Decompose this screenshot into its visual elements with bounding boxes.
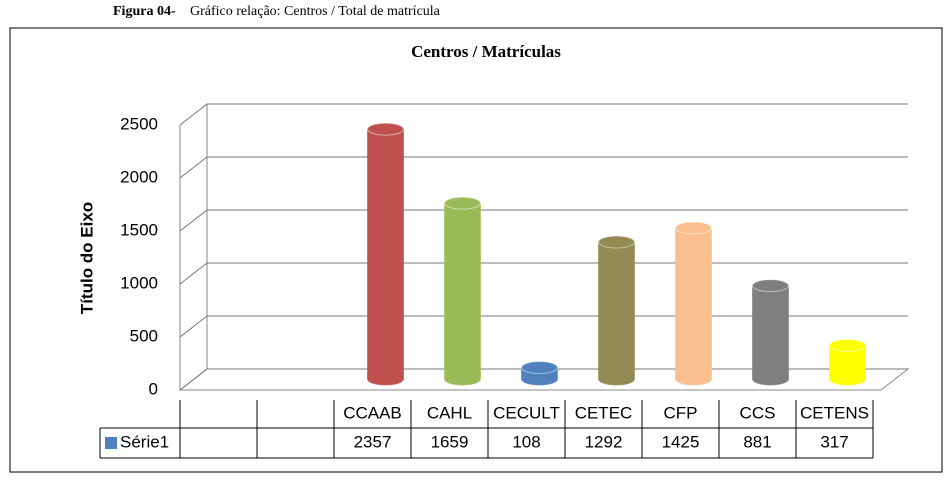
bar [444,196,481,386]
grid-line [179,103,908,126]
table-value: 1425 [662,432,700,451]
x-tick-label: CETEC [575,403,633,422]
bar-top [367,122,404,136]
bar-body [675,227,712,386]
grid-line [179,209,908,232]
bar [752,279,789,386]
table-value: 317 [820,432,848,451]
x-tick-label: CCAAB [343,403,402,422]
grid-line [179,262,908,285]
bar-top [521,361,558,375]
table-value: 1292 [585,432,623,451]
bar-body [752,285,789,386]
y-tick-label: 500 [130,326,158,345]
legend-key [105,437,117,449]
y-tick-label: 1500 [120,220,158,239]
table-value: 881 [743,432,771,451]
bar [521,361,558,386]
caption-label: Figura 04- [113,4,176,19]
bar-top [829,338,866,352]
x-tick-label: CCS [740,403,776,422]
bar [598,235,635,386]
bar-top [675,221,712,235]
bar [675,221,712,386]
y-tick-label: 1000 [120,273,158,292]
bar-top [598,235,635,249]
bar-body [444,202,481,386]
x-tick-label: CETENS [800,403,869,422]
y-axis-label: Título do Eixo [77,202,96,314]
bar [829,338,866,386]
x-tick-label: CFP [664,403,698,422]
caption: Gráfico relação: Centros / Total de matr… [190,4,441,19]
grid-line [179,368,908,391]
bar [367,122,404,386]
legend-label: Série1 [120,432,169,451]
table-value: 108 [512,432,540,451]
bar-body [367,128,404,386]
y-tick-label: 2000 [120,167,158,186]
table-value: 2357 [354,432,392,451]
x-tick-label: CAHL [427,403,472,422]
bar-top [444,196,481,210]
bar-body [598,241,635,386]
x-tick-label: CECULT [493,403,560,422]
grid-line [179,315,908,338]
bar-top [752,279,789,293]
grid-line [179,156,908,179]
table-value: 1659 [431,432,469,451]
chart-title: Centros / Matrículas [411,42,561,61]
y-tick-label: 0 [149,379,158,398]
bar-body [829,344,866,386]
y-tick-label: 2500 [120,114,158,133]
